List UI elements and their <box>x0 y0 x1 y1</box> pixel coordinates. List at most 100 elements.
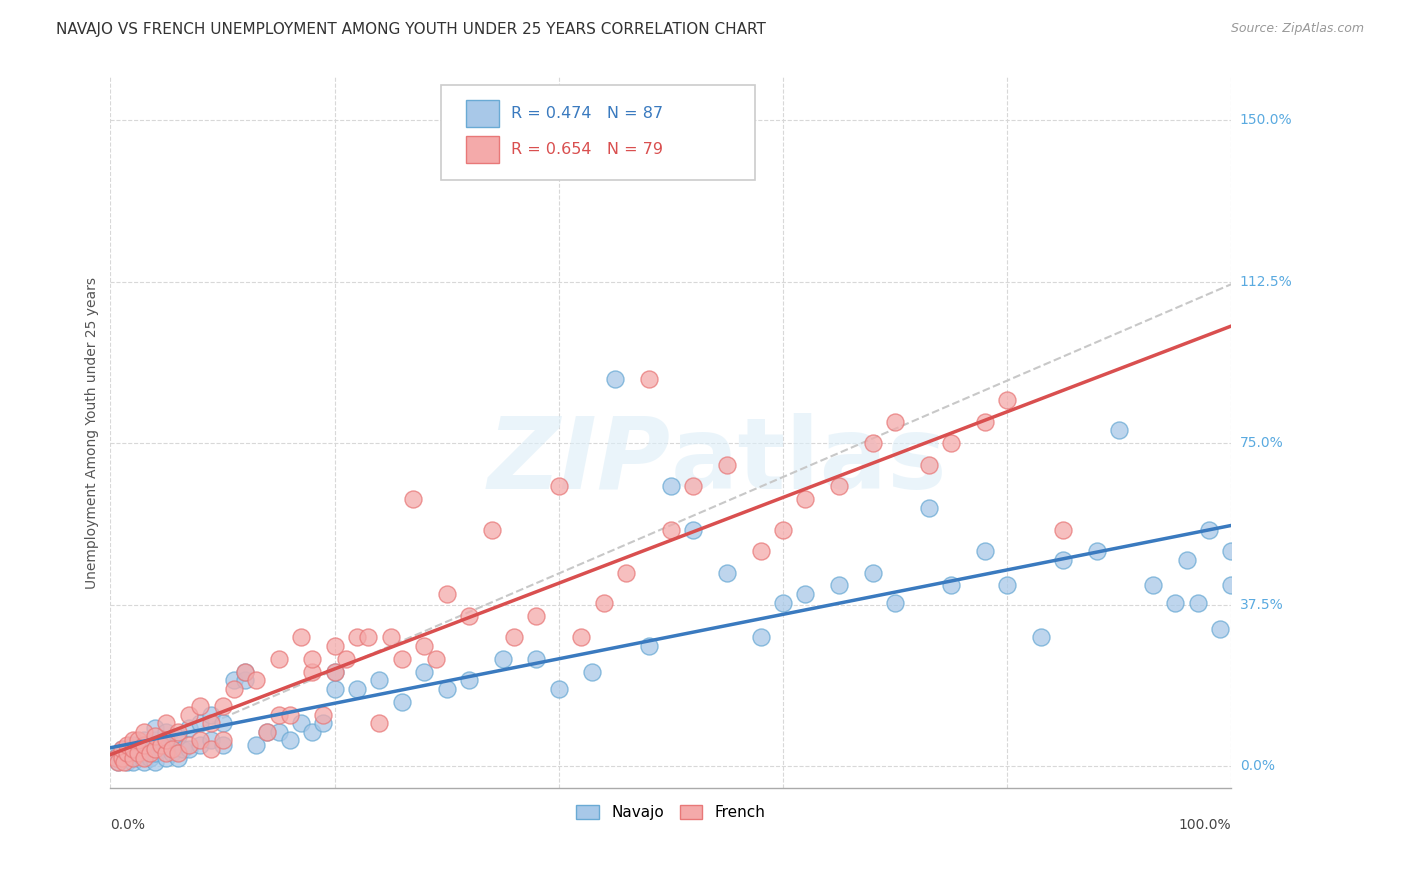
Point <box>200 742 222 756</box>
Text: R = 0.474   N = 87: R = 0.474 N = 87 <box>510 106 662 121</box>
Point <box>233 673 256 688</box>
Point <box>121 733 143 747</box>
Point <box>127 742 149 756</box>
Point <box>188 699 211 714</box>
Point <box>132 755 155 769</box>
Point <box>132 747 155 761</box>
Point <box>1187 596 1209 610</box>
Point <box>290 630 312 644</box>
Point <box>143 742 166 756</box>
Point <box>127 747 149 761</box>
Point <box>402 492 425 507</box>
Point <box>312 716 335 731</box>
Point <box>120 750 142 764</box>
Point <box>323 639 346 653</box>
Point <box>323 681 346 696</box>
Point <box>425 651 447 665</box>
Point <box>436 587 458 601</box>
Point <box>592 596 614 610</box>
Point <box>492 651 515 665</box>
Point <box>166 729 188 743</box>
Point <box>149 742 172 756</box>
Point <box>973 415 995 429</box>
Point <box>233 665 256 679</box>
Point <box>547 681 569 696</box>
Point <box>346 681 368 696</box>
Point <box>267 651 290 665</box>
Point <box>301 724 323 739</box>
Point <box>115 747 138 761</box>
FancyBboxPatch shape <box>465 100 499 128</box>
Text: NAVAJO VS FRENCH UNEMPLOYMENT AMONG YOUTH UNDER 25 YEARS CORRELATION CHART: NAVAJO VS FRENCH UNEMPLOYMENT AMONG YOUT… <box>56 22 766 37</box>
Point <box>111 750 134 764</box>
Point <box>267 707 290 722</box>
Text: R = 0.654   N = 79: R = 0.654 N = 79 <box>510 142 662 157</box>
Point <box>682 523 704 537</box>
Point <box>357 630 380 644</box>
Point <box>772 596 794 610</box>
Point <box>391 651 413 665</box>
Point <box>526 651 548 665</box>
Point <box>127 733 149 747</box>
Point <box>301 651 323 665</box>
Point <box>245 673 267 688</box>
Point <box>659 523 682 537</box>
Point <box>458 673 481 688</box>
Point <box>716 566 738 580</box>
Point <box>1198 523 1220 537</box>
Point <box>884 415 907 429</box>
Point <box>973 544 995 558</box>
Point <box>188 716 211 731</box>
Point <box>436 681 458 696</box>
Point <box>569 630 592 644</box>
Point <box>794 492 817 507</box>
Point <box>941 578 963 592</box>
Point <box>637 639 659 653</box>
Point <box>1142 578 1164 592</box>
Point <box>547 479 569 493</box>
Point <box>211 716 233 731</box>
Point <box>211 738 233 752</box>
Point <box>121 738 143 752</box>
Point <box>155 747 177 761</box>
Point <box>278 733 301 747</box>
Text: Source: ZipAtlas.com: Source: ZipAtlas.com <box>1230 22 1364 36</box>
Point <box>918 458 941 472</box>
Point <box>1029 630 1052 644</box>
Point <box>111 742 134 756</box>
Text: 0.0%: 0.0% <box>1240 759 1275 773</box>
Point <box>111 742 134 756</box>
Point <box>132 750 155 764</box>
Point <box>132 724 155 739</box>
Point <box>105 750 128 764</box>
Point <box>323 665 346 679</box>
Point <box>1220 578 1243 592</box>
Point <box>481 523 503 537</box>
Point <box>368 716 391 731</box>
Point <box>233 665 256 679</box>
Point <box>323 665 346 679</box>
Point <box>112 755 135 769</box>
Point <box>1052 523 1074 537</box>
Point <box>862 566 884 580</box>
Point <box>127 750 149 764</box>
Point <box>177 742 200 756</box>
Point <box>200 733 222 747</box>
Point <box>155 738 177 752</box>
Point <box>603 372 626 386</box>
Point <box>177 721 200 735</box>
Point <box>155 733 177 747</box>
Point <box>115 747 138 761</box>
Point <box>1052 552 1074 566</box>
Point <box>121 755 143 769</box>
Point <box>177 707 200 722</box>
Point <box>290 716 312 731</box>
Point <box>143 721 166 735</box>
Point <box>682 479 704 493</box>
Point <box>155 750 177 764</box>
Text: 112.5%: 112.5% <box>1240 275 1292 289</box>
Point <box>637 372 659 386</box>
Point <box>149 738 172 752</box>
Point <box>160 747 183 761</box>
Point <box>267 724 290 739</box>
